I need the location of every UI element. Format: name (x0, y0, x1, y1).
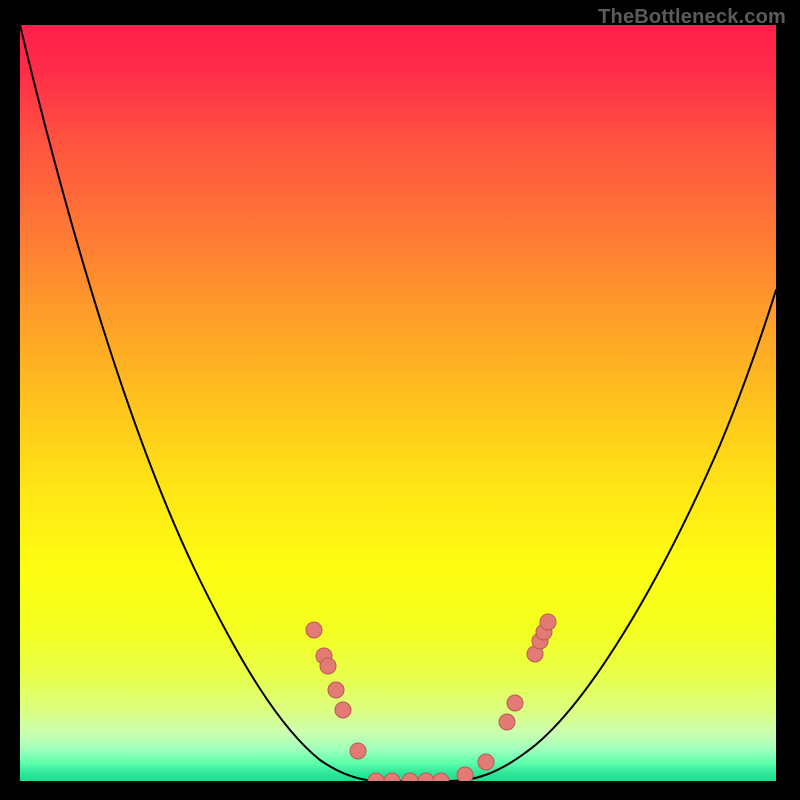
data-marker (418, 773, 434, 781)
data-marker (335, 702, 351, 718)
marker-group (306, 614, 556, 781)
data-marker (540, 614, 556, 630)
data-marker (478, 754, 494, 770)
watermark-text: TheBottleneck.com (598, 6, 786, 29)
data-marker (499, 714, 515, 730)
data-marker (368, 773, 384, 781)
data-marker (507, 695, 523, 711)
plot-area (20, 25, 776, 781)
data-marker (402, 773, 418, 781)
data-marker (328, 682, 344, 698)
chart-container: TheBottleneck.com (0, 0, 800, 800)
data-marker (306, 622, 322, 638)
data-marker (320, 658, 336, 674)
data-marker (433, 773, 449, 781)
data-marker (350, 743, 366, 759)
curve-right-branch (450, 290, 776, 781)
v-curve-chart (20, 25, 776, 781)
data-marker (457, 767, 473, 781)
data-marker (384, 773, 400, 781)
